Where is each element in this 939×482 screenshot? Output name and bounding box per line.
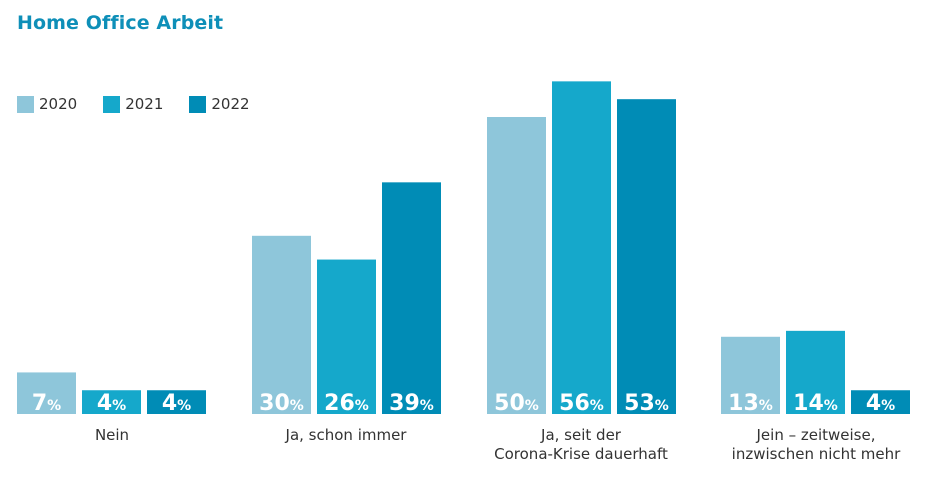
data-label-ja-seit-der-corona-krise-dauerhaft-2021: 56% (559, 391, 604, 416)
legend-item-2021: 2021 (103, 95, 163, 113)
category-label-nein: Nein (94, 426, 130, 444)
legend-item-2020: 2020 (17, 95, 77, 113)
legend-label-2022: 2022 (211, 95, 250, 113)
data-label-ja-seit-der-corona-krise-dauerhaft-2020: 50% (494, 391, 539, 416)
bar-jein-zeitweise-inzwischen-nicht-mehr-2020 (721, 336, 780, 414)
bar-nein-2021 (82, 390, 141, 414)
legend-item-2022: 2022 (189, 95, 250, 113)
bar-ja-schon-immer-2021 (317, 259, 376, 414)
data-label-ja-schon-immer-2020: 30% (259, 391, 304, 416)
data-label-jein-zeitweise-inzwischen-nicht-mehr-2021: 14% (793, 391, 838, 416)
data-label-ja-schon-immer-2021: 26% (324, 391, 369, 416)
bar-jein-zeitweise-inzwischen-nicht-mehr-2022 (851, 390, 910, 414)
data-label-nein-2021: 4% (97, 391, 126, 416)
bar-ja-seit-der-corona-krise-dauerhaft-2022 (617, 99, 676, 415)
bar-nein-2022 (147, 390, 206, 414)
data-label-jein-zeitweise-inzwischen-nicht-mehr-2022: 4% (866, 391, 895, 416)
data-label-nein-2022: 4% (162, 391, 191, 416)
data-label-ja-schon-immer-2022: 39% (389, 391, 434, 416)
data-label-jein-zeitweise-inzwischen-nicht-mehr-2020: 13% (728, 391, 773, 416)
bar-jein-zeitweise-inzwischen-nicht-mehr-2021 (786, 330, 845, 414)
legend-label-2021: 2021 (125, 95, 164, 113)
legend-swatch-2021 (103, 95, 121, 113)
bar-nein-2020 (17, 372, 76, 414)
chart-title: Home Office Arbeit (17, 12, 224, 34)
legend-swatch-2022 (189, 95, 207, 113)
bar-ja-seit-der-corona-krise-dauerhaft-2021 (552, 81, 611, 415)
bar-ja-schon-immer-2022 (382, 182, 441, 414)
bar-ja-seit-der-corona-krise-dauerhaft-2020 (487, 117, 546, 414)
legend: 2020 2021 2022 (17, 95, 276, 113)
category-label-jein: Jein – zeitweise, inzwischen nicht mehr (731, 426, 901, 463)
legend-label-2020: 2020 (39, 95, 78, 113)
data-label-ja-seit-der-corona-krise-dauerhaft-2022: 53% (624, 391, 669, 416)
category-label-ja-seit-corona: Ja, seit der Corona-Krise dauerhaft (494, 426, 668, 463)
category-label-ja-schon-immer: Ja, schon immer (285, 426, 407, 444)
data-label-nein-2020: 7% (32, 391, 61, 416)
bar-ja-schon-immer-2020 (252, 235, 311, 414)
legend-swatch-2020 (17, 95, 34, 113)
